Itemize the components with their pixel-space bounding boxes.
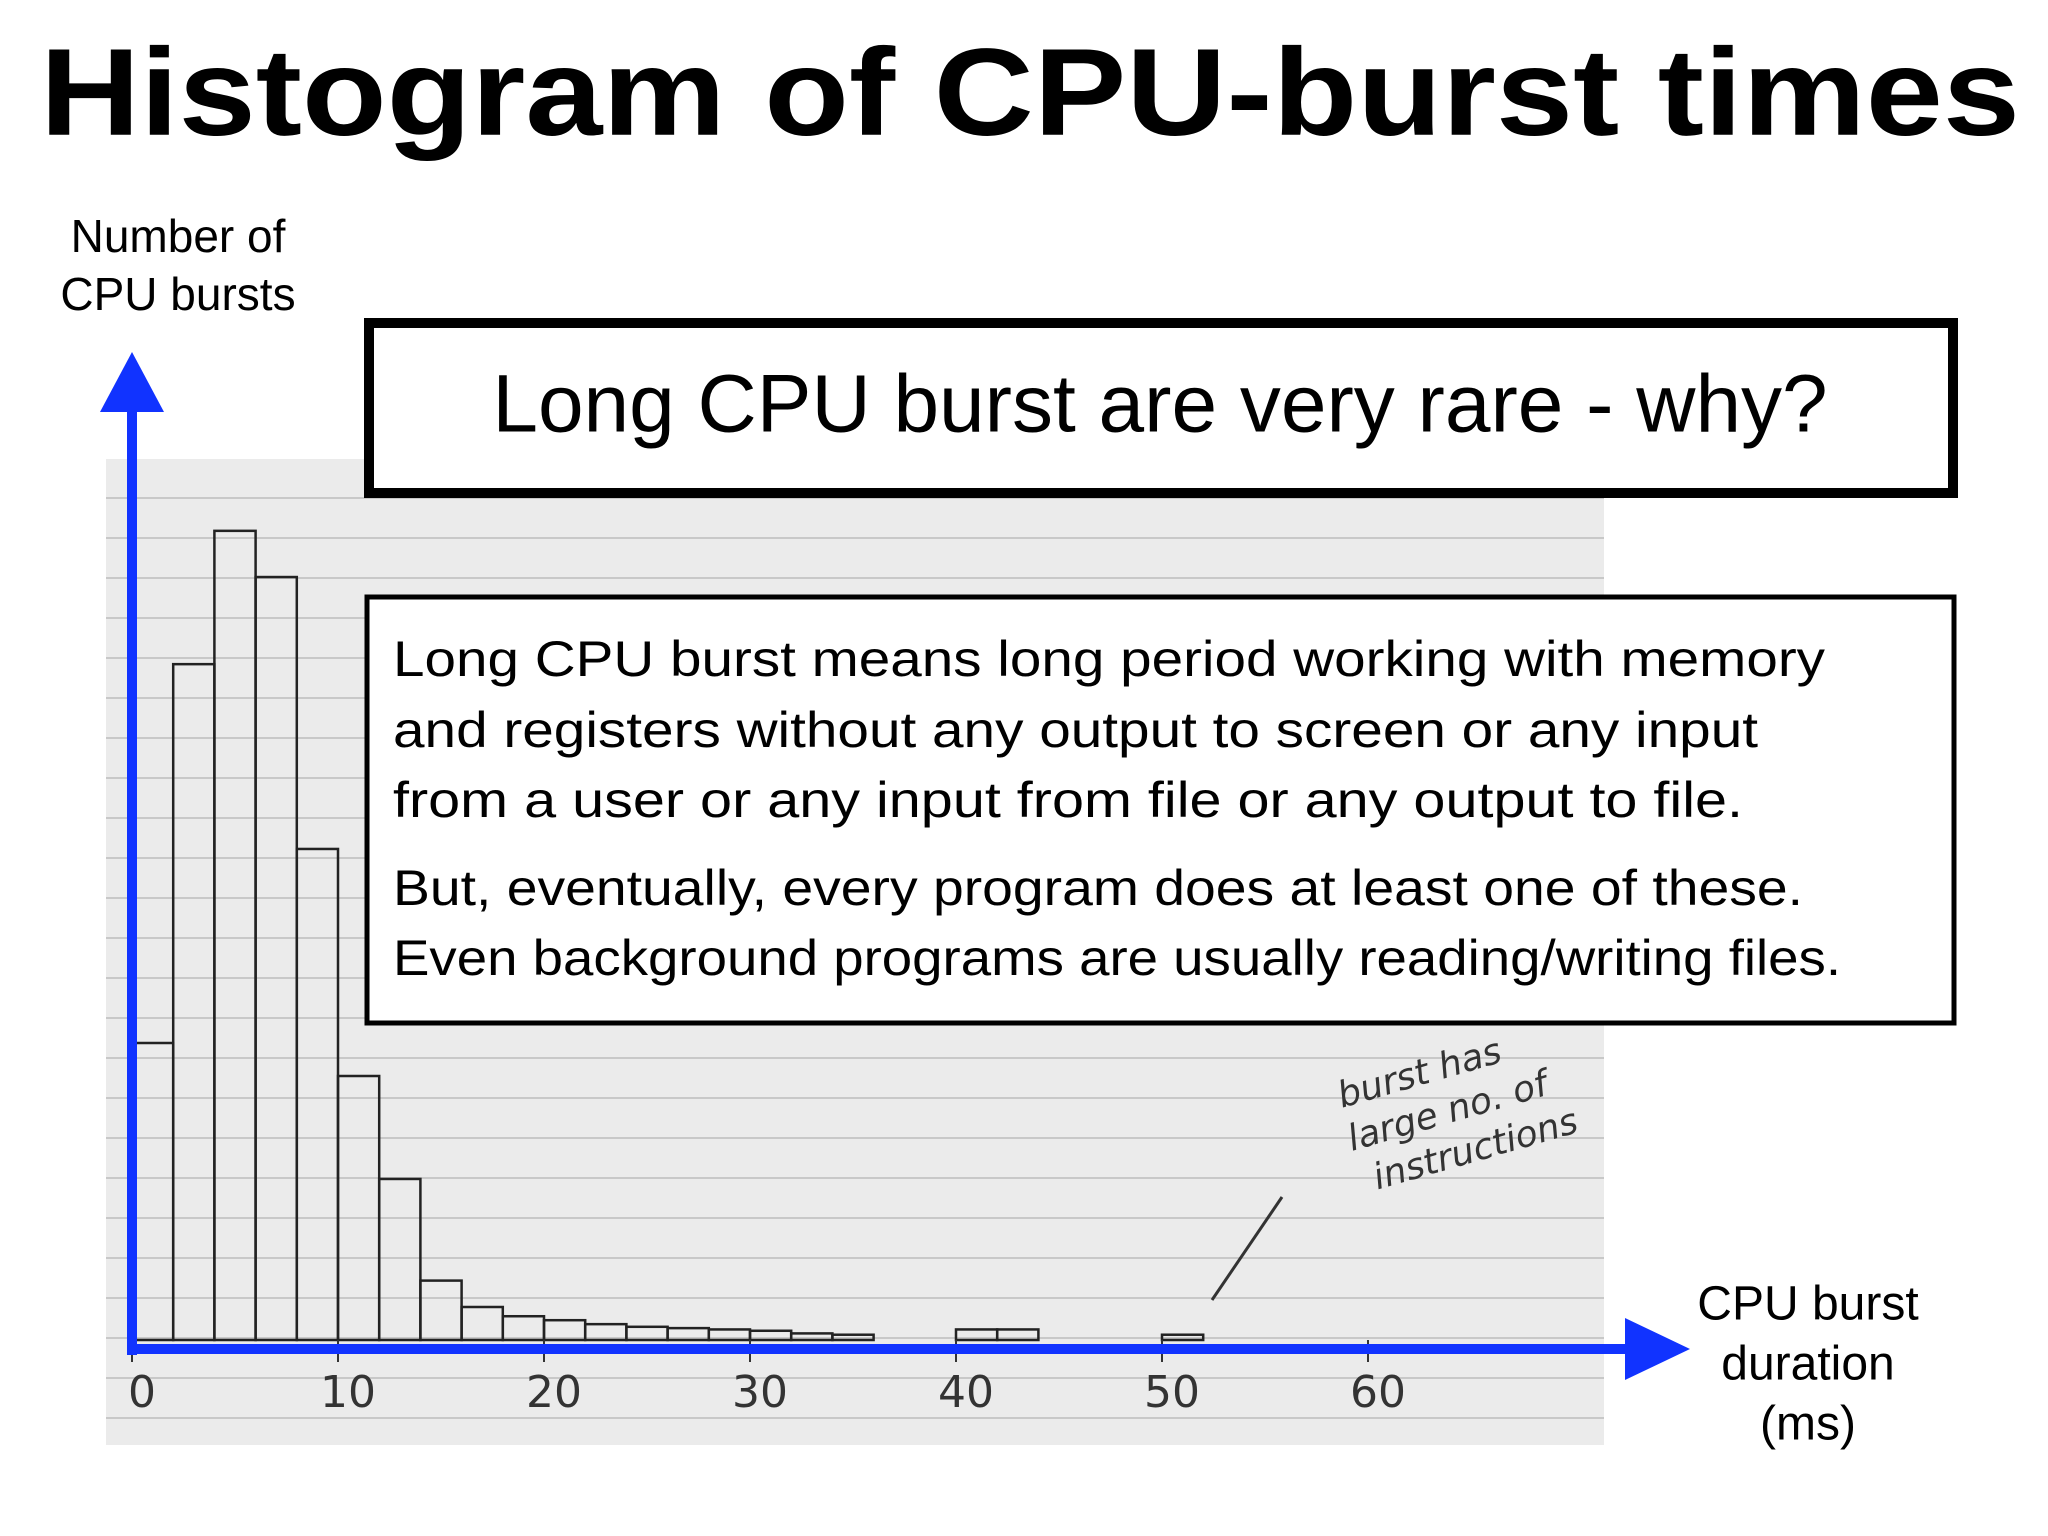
explanation-line: and registers without any output to scre… <box>393 702 1758 758</box>
y-axis-label: CPU bursts <box>60 268 295 320</box>
x-tick-label: 50 <box>1144 1367 1200 1418</box>
bar <box>995 1328 1040 1342</box>
bar <box>1160 1333 1205 1342</box>
explanation-line: from a user or any input from file or an… <box>393 772 1743 828</box>
x-axis-arrow <box>1625 1318 1690 1380</box>
plot: 0 10 20 30 40 50 60 <box>100 352 1690 1418</box>
bar <box>831 1333 875 1342</box>
y-axis-arrow <box>100 352 164 412</box>
x-axis-label: duration <box>1721 1338 1894 1391</box>
explanation-line: Even background programs are usually rea… <box>393 930 1841 986</box>
explanation-line: Long CPU burst means long period working… <box>393 631 1825 687</box>
question: Long CPU burst are very rare - why? <box>492 359 1827 450</box>
x-tick-label: 60 <box>1350 1367 1406 1418</box>
x-axis-label: (ms) <box>1760 1398 1856 1451</box>
question-box <box>364 318 1958 498</box>
bar <box>377 1177 422 1342</box>
x-tick-label: 10 <box>320 1367 376 1418</box>
explanation-line: But, eventually, every program does at l… <box>393 860 1803 916</box>
pointer <box>1210 1196 1284 1301</box>
x-tick-label: 30 <box>732 1367 788 1418</box>
x-tick-label: 0 <box>128 1367 156 1418</box>
x-tick-label: 20 <box>526 1367 582 1418</box>
x-axis-label: CPU burst <box>1697 1278 1918 1331</box>
x-tick-label: 40 <box>938 1367 994 1418</box>
y-axis-label: Number of <box>71 210 286 262</box>
title: Histogram of CPU-burst times <box>40 24 2020 162</box>
explanation-box <box>364 594 1957 1026</box>
